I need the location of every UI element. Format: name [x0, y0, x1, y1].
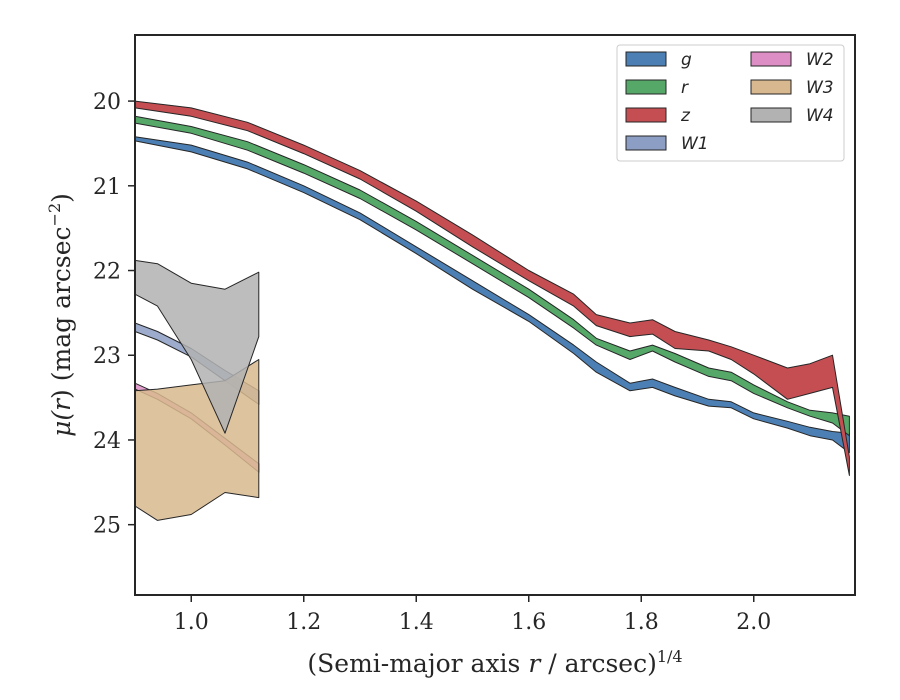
y-tick-label: 25: [93, 514, 121, 539]
legend-frame: [616, 44, 845, 162]
legend: grz W1 W2 W3 W4: [616, 44, 845, 162]
band-z: [134, 100, 850, 476]
legend-items: grz W1 W2 W3 W4: [625, 50, 834, 154]
x-tick-label: 1.4: [399, 610, 434, 635]
legend-swatch-w3: [750, 79, 792, 95]
y-axis-ticks: 20 21 22 23 24 25: [93, 90, 135, 539]
legend-label-w1: W1: [681, 134, 709, 154]
y-tick-label: 24: [93, 429, 121, 454]
legend-swatch-w2: [750, 51, 792, 67]
legend-label-r: r: [681, 78, 689, 98]
x-tick-label: 1.0: [174, 610, 209, 635]
band-r: [134, 115, 850, 437]
y-axis-label: μ(r) (mag arcsec−2): [45, 193, 76, 437]
plot-frame: [134, 34, 856, 596]
legend-swatch-w4: [750, 107, 792, 123]
profile-bands: [134, 100, 850, 521]
x-axis-label: (Semi-major axis r / arcsec)1/4: [307, 647, 682, 678]
legend-label-w3: W3: [806, 78, 834, 98]
legend-label-w2: W2: [806, 50, 834, 70]
x-tick-label: 1.2: [286, 610, 321, 635]
y-tick-label: 22: [93, 260, 121, 285]
y-tick-label: 20: [93, 90, 121, 115]
legend-label-w4: W4: [806, 106, 834, 126]
band-g: [134, 136, 850, 454]
x-axis-ticks: 1.0 1.2 1.4 1.6 1.8 2.0: [174, 595, 771, 635]
x-tick-label: 1.8: [624, 610, 659, 635]
legend-swatch-w1: [625, 135, 667, 151]
legend-swatch-g: [625, 51, 667, 67]
legend-swatch-r: [625, 79, 667, 95]
legend-label-g: g: [681, 50, 692, 70]
band-w4: [134, 259, 260, 434]
y-tick-label: 23: [93, 344, 121, 369]
legend-label-z: z: [680, 106, 691, 126]
y-tick-label: 21: [93, 175, 121, 200]
x-tick-label: 1.6: [511, 610, 546, 635]
x-tick-label: 2.0: [736, 610, 771, 635]
legend-swatch-z: [625, 107, 667, 123]
